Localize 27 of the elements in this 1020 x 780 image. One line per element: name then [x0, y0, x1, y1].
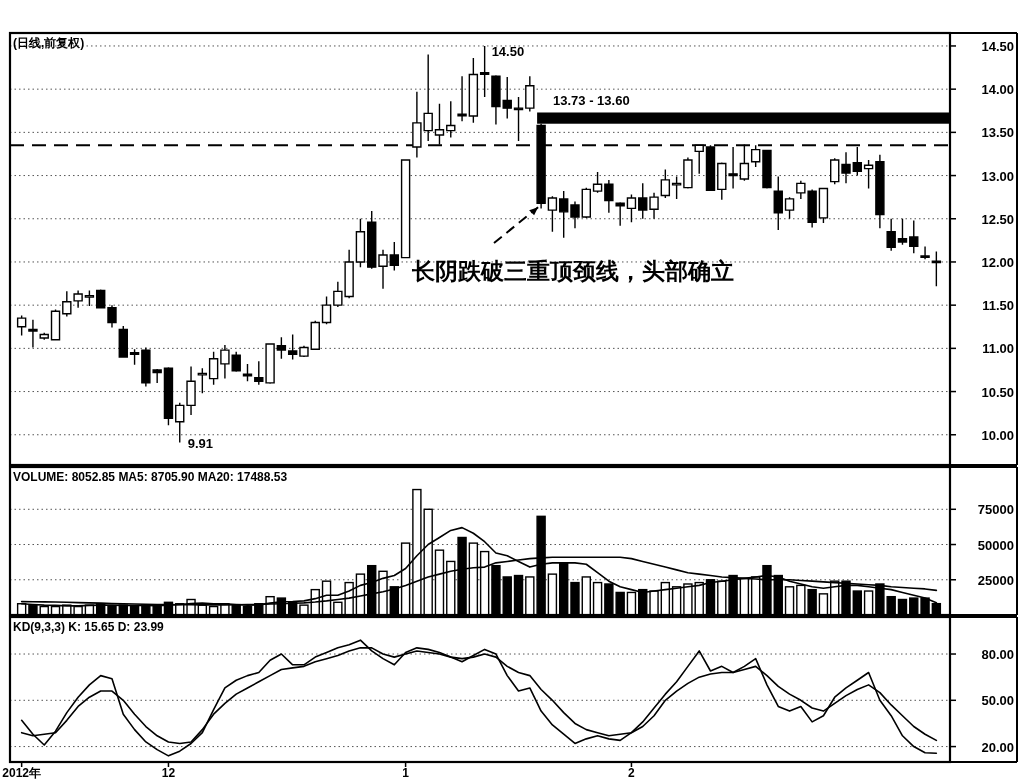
y-tick-label: 13.00: [981, 168, 1014, 184]
chart-title: VOLUME: 8052.85 MA5: 8705.90 MA20: 17488.53: [13, 470, 288, 484]
annotation: 长阴跌破三重顶颈线，头部确立: [411, 258, 734, 284]
y-tick-label: 12.00: [981, 254, 1014, 270]
y-tick-label: 14.00: [981, 82, 1014, 98]
chart-title: (日线,前复权): [13, 36, 85, 50]
y-tick-label: 20.00: [981, 739, 1014, 755]
y-tick-label: 14.50: [981, 38, 1014, 54]
y-tick-label: 10.50: [981, 384, 1014, 400]
y-tick-label: 50.00: [981, 693, 1014, 709]
x-tick-label: 12: [161, 766, 176, 780]
y-tick-label: 50000: [977, 537, 1014, 553]
annotation: 9.91: [187, 435, 214, 451]
y-tick-label: 10.00: [981, 427, 1014, 443]
y-tick-label: 75000: [977, 502, 1014, 518]
chart-title: KD(9,3,3) K: 15.65 D: 23.99: [13, 620, 165, 634]
y-tick-label: 25000: [977, 572, 1014, 588]
x-tick-label: 2012年: [2, 766, 41, 780]
x-tick-label: 2: [628, 766, 636, 780]
y-tick-label: 12.50: [981, 211, 1014, 227]
x-tick-label: 1: [402, 766, 410, 780]
y-tick-label: 11.50: [982, 298, 1014, 314]
band-label: 13.73 - 13.60: [553, 93, 630, 109]
y-tick-label: 13.50: [981, 125, 1014, 141]
annotation: 14.50: [491, 43, 525, 59]
y-tick-label: 11.00: [982, 341, 1014, 357]
y-tick-label: 80.00: [981, 647, 1014, 663]
